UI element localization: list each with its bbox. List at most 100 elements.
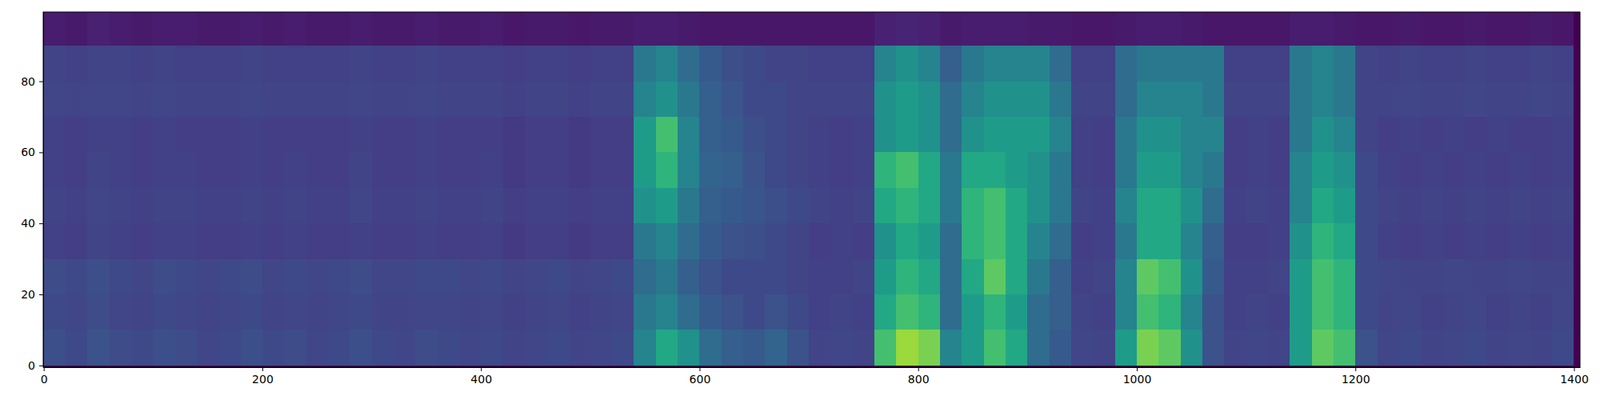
cell (1420, 152, 1443, 188)
cell (1268, 152, 1290, 188)
cell (306, 329, 328, 365)
cell (1464, 116, 1487, 152)
cell (196, 188, 219, 224)
cell (131, 294, 153, 330)
cell (1552, 116, 1574, 152)
cell (940, 152, 962, 188)
cell (306, 259, 328, 295)
cell (612, 116, 634, 152)
cell (480, 223, 503, 259)
cell (1202, 116, 1224, 152)
cell (874, 294, 896, 330)
cell (743, 294, 765, 330)
cell (984, 152, 1006, 188)
cell (328, 45, 350, 81)
cell (1158, 188, 1180, 224)
cell (459, 45, 481, 81)
cell (240, 81, 263, 117)
cell (1530, 81, 1552, 117)
cell (961, 152, 984, 188)
x-tick-label: 800 (908, 372, 930, 386)
cell (328, 294, 350, 330)
cell (1005, 152, 1028, 188)
cell (65, 259, 88, 295)
cell (1092, 81, 1115, 117)
cell (1486, 116, 1508, 152)
cell (787, 81, 809, 117)
cell (349, 259, 372, 295)
cell (984, 259, 1006, 295)
cell (262, 329, 284, 365)
cell (415, 329, 437, 365)
cell (1312, 12, 1334, 46)
cell (393, 12, 416, 46)
cell (175, 259, 197, 295)
cell (612, 81, 634, 117)
cell (612, 188, 634, 224)
cell (1115, 329, 1137, 365)
cell (1027, 12, 1049, 46)
cell (1399, 81, 1421, 117)
cell (612, 294, 634, 330)
cell (1355, 152, 1377, 188)
cell (152, 259, 175, 295)
cell (1486, 45, 1508, 81)
cell (852, 259, 875, 295)
cell (787, 188, 809, 224)
cell (568, 188, 591, 224)
cell (918, 329, 940, 365)
cell (633, 45, 656, 81)
cell (393, 259, 416, 295)
cell (699, 259, 721, 295)
cell (1092, 116, 1115, 152)
cell (284, 259, 306, 295)
cell (196, 152, 219, 188)
cell (677, 329, 700, 365)
cell (1027, 294, 1049, 330)
cell (808, 259, 831, 295)
cell (568, 152, 591, 188)
cell (503, 152, 525, 188)
cell (65, 12, 88, 46)
cell (1202, 12, 1224, 46)
cell (984, 12, 1006, 46)
cell (1530, 329, 1552, 365)
cell (764, 223, 787, 259)
cell (218, 223, 240, 259)
cell (1333, 12, 1356, 46)
cell (65, 223, 88, 259)
cell (984, 188, 1006, 224)
cell (721, 116, 744, 152)
cell (196, 259, 219, 295)
cell (1530, 294, 1552, 330)
cell (1027, 81, 1049, 117)
cell (87, 259, 109, 295)
cell (1508, 223, 1531, 259)
cell (830, 12, 852, 46)
cell (1224, 12, 1246, 46)
cell (1443, 152, 1465, 188)
cell (480, 329, 503, 365)
cell (852, 223, 875, 259)
cell (633, 116, 656, 152)
cell (590, 259, 612, 295)
cell (787, 116, 809, 152)
cell (87, 294, 109, 330)
cell (284, 81, 306, 117)
cell (262, 12, 284, 46)
cell (940, 116, 962, 152)
cell (459, 188, 481, 224)
cell (437, 223, 460, 259)
cell (1092, 45, 1115, 81)
cell (1289, 223, 1312, 259)
cell (152, 223, 175, 259)
cell (699, 329, 721, 365)
cell (918, 152, 940, 188)
cell (1399, 116, 1421, 152)
cell (1115, 188, 1137, 224)
cell (1005, 188, 1028, 224)
cell (1049, 12, 1072, 46)
cell (656, 223, 678, 259)
cell (612, 223, 634, 259)
cell (262, 259, 284, 295)
